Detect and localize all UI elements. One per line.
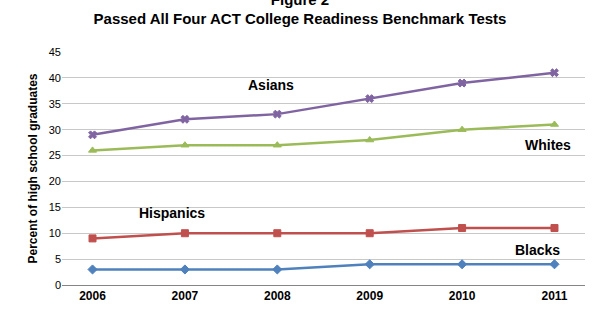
svg-text:10: 10 [49, 227, 61, 239]
svg-text:2007: 2007 [172, 289, 199, 303]
svg-text:Asians: Asians [248, 77, 294, 93]
svg-text:35: 35 [49, 98, 61, 110]
svg-text:20: 20 [49, 175, 61, 187]
svg-text:Blacks: Blacks [515, 242, 560, 258]
svg-text:2008: 2008 [264, 289, 291, 303]
svg-text:15: 15 [49, 201, 61, 213]
svg-text:45: 45 [49, 46, 61, 58]
svg-text:40: 40 [49, 72, 61, 84]
svg-text:Figure 2Passed All Four ACT Co: Figure 2Passed All Four ACT College Read… [94, 0, 507, 27]
svg-text:2009: 2009 [356, 289, 383, 303]
svg-text:30: 30 [49, 124, 61, 136]
svg-text:Whites: Whites [525, 137, 571, 153]
svg-text:2006: 2006 [79, 289, 106, 303]
svg-text:0: 0 [55, 279, 61, 291]
svg-text:Hispanics: Hispanics [139, 205, 205, 221]
svg-text:25: 25 [49, 149, 61, 161]
svg-text:2010: 2010 [449, 289, 476, 303]
svg-text:2011: 2011 [541, 289, 567, 303]
svg-text:5: 5 [55, 253, 61, 265]
svg-text:Percent of high school graduat: Percent of high school graduates [26, 73, 40, 263]
